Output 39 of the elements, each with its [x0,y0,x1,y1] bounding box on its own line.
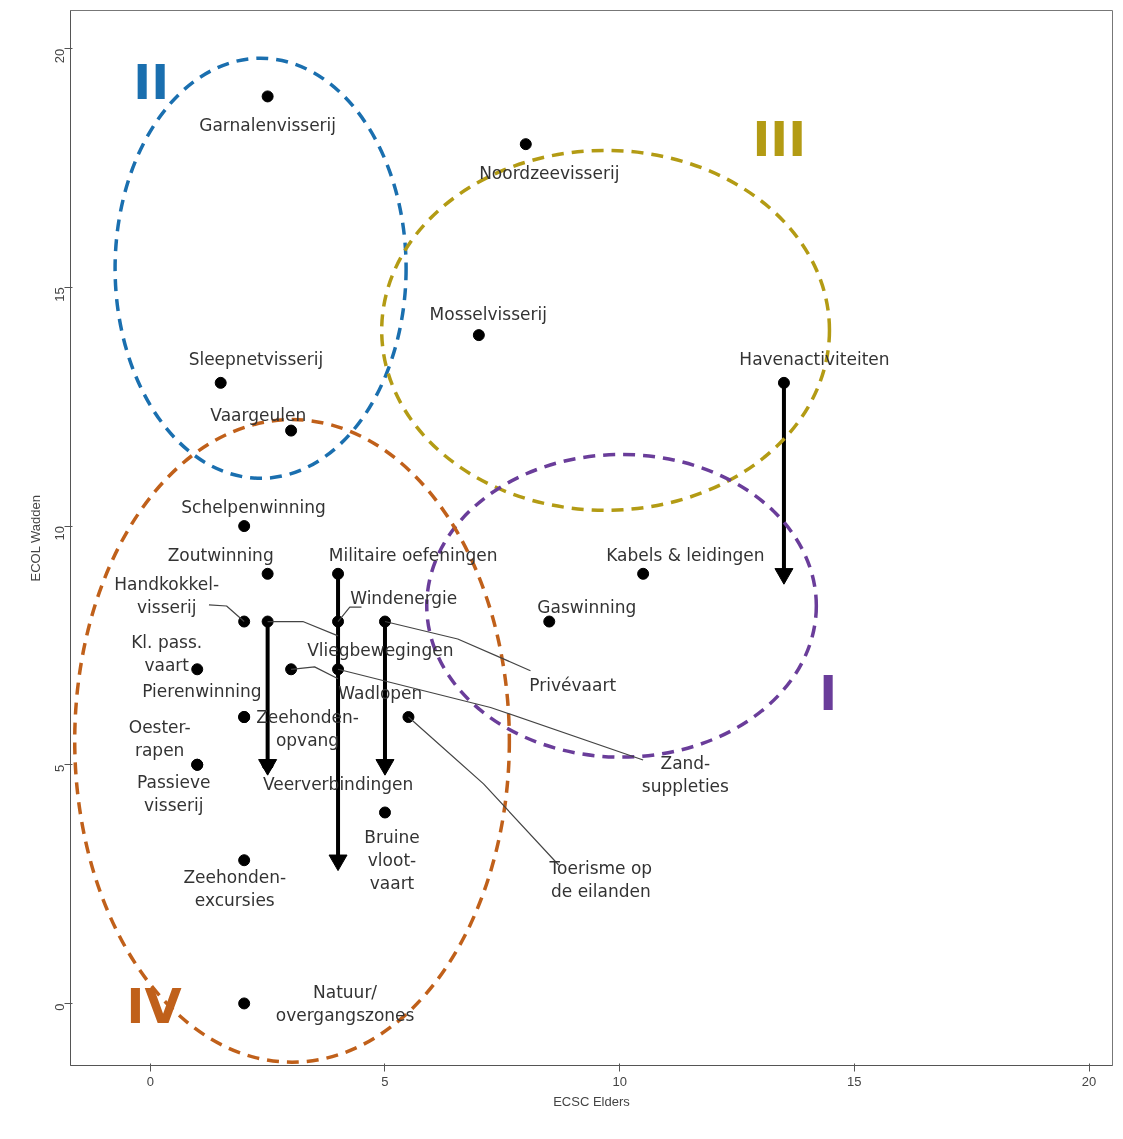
annotation: Passieve visserij [137,771,211,815]
annotation: Schelpenwinning [181,496,326,517]
annotation: Privévaart [529,675,617,696]
x-tick-label: 20 [1081,1073,1097,1089]
x-tick-label: 5 [381,1073,389,1089]
annotation: Kl. pass. vaart [131,632,203,676]
y-tick-label: 5 [52,764,67,772]
annotation: Zoutwinning [167,544,274,565]
annotation: Kabels & leidingen [606,544,765,565]
annotation: Bruine vloot- vaart [364,827,420,894]
annotation: II [133,54,170,111]
annotation: Sleepnetvisserij [188,348,324,369]
annotation: Mosselvisserij [429,303,547,324]
x-tick-label: 15 [847,1073,862,1089]
annotation: I [819,665,837,722]
annotation: Havenactiviteiten [739,348,890,369]
y-tick-label: 15 [52,287,67,302]
annotation: Militaire oefeningen [328,544,498,565]
annotation: IV [126,978,182,1035]
annotation: Zeehonden- excursies [183,867,287,911]
annotation: Oester- rapen [128,717,191,760]
annotation: Garnalenvisserij [199,115,337,136]
y-tick-label: 0 [52,1003,67,1011]
annotation: Handkokkel- visserij [114,573,220,617]
x-axis-title: ECSC Elders [553,1093,631,1109]
y-axis-title: ECOL Wadden [27,495,43,582]
x-tick-label: 10 [612,1073,627,1089]
annotation: Noordzeevisserij [479,162,620,183]
annotation: III [752,111,807,168]
annotation: Toerisme op de eilanden [548,857,653,901]
y-tick-label: 20 [52,48,67,64]
y-tick-label: 10 [52,526,67,541]
annotation: Gaswinning [537,597,637,618]
annotation: Pierenwinning [142,680,262,701]
x-tick-label: 0 [146,1073,154,1089]
annotation: Zand- suppleties [641,752,730,796]
annotation: Windenergie [350,587,458,608]
annotation: Natuur/ overgangszones [275,981,415,1025]
annotation: Vaargeulen [210,404,307,425]
